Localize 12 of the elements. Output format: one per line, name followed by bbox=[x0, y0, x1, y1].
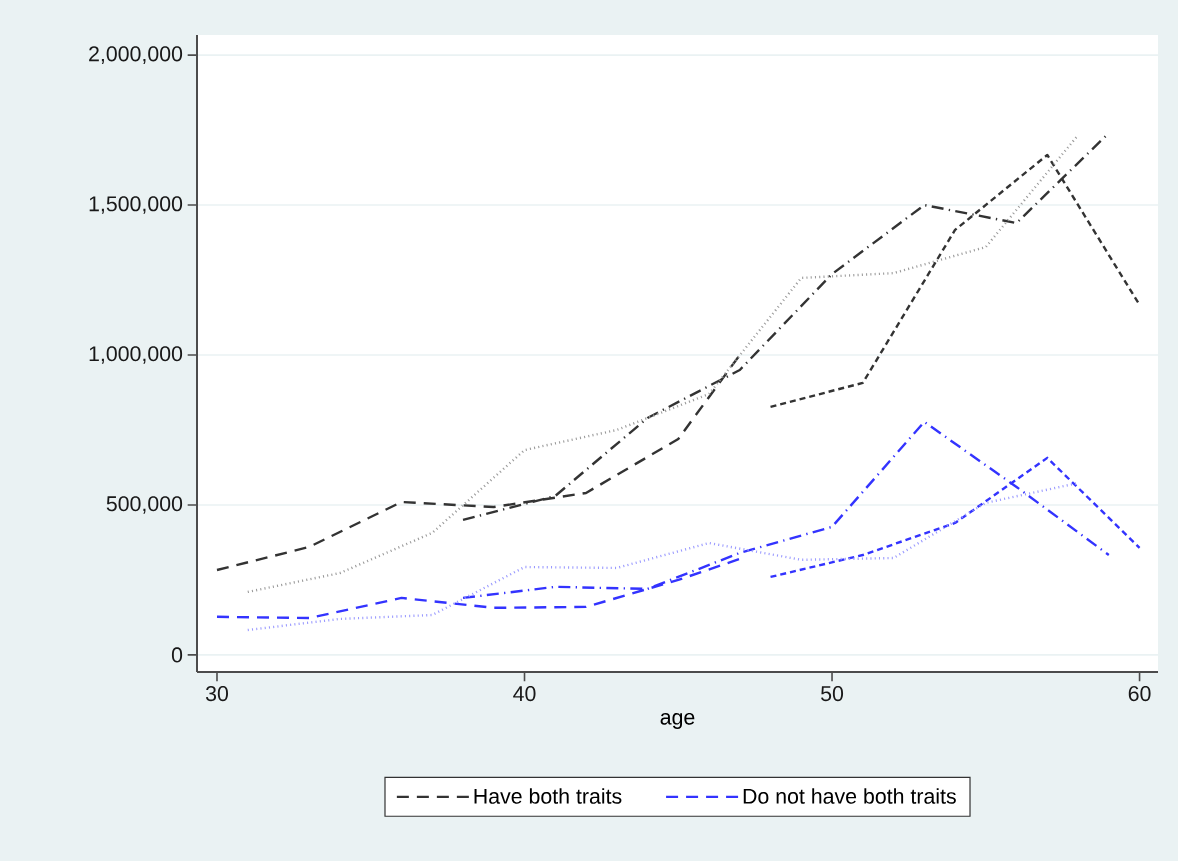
y-tick-label: 1,000,000 bbox=[89, 346, 183, 364]
y-tick-label: 500,000 bbox=[106, 496, 183, 514]
x-tick-label: 50 bbox=[821, 686, 844, 702]
x-tick-label: 60 bbox=[1128, 686, 1151, 702]
y-tick-label: 0 bbox=[171, 647, 183, 663]
x-tick-label: 40 bbox=[513, 686, 536, 702]
legend-label: Have both traits bbox=[474, 788, 622, 804]
y-tick-label: 1,500,000 bbox=[89, 196, 183, 214]
legend-label: Do not have both traits bbox=[743, 788, 956, 804]
x-tick-label: 30 bbox=[205, 686, 229, 702]
x-axis-title: age bbox=[660, 712, 695, 729]
y-tick-label: 2,000,000 bbox=[89, 46, 183, 64]
